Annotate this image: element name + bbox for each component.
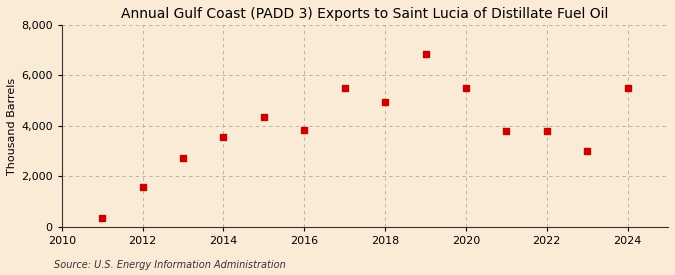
Y-axis label: Thousand Barrels: Thousand Barrels <box>7 77 17 175</box>
Point <box>622 86 633 90</box>
Point <box>340 86 350 90</box>
Point <box>178 155 188 160</box>
Point <box>541 129 552 133</box>
Point <box>218 135 229 139</box>
Title: Annual Gulf Coast (PADD 3) Exports to Saint Lucia of Distillate Fuel Oil: Annual Gulf Coast (PADD 3) Exports to Sa… <box>122 7 609 21</box>
Point <box>582 149 593 153</box>
Point <box>299 128 310 132</box>
Text: Source: U.S. Energy Information Administration: Source: U.S. Energy Information Administ… <box>54 260 286 270</box>
Point <box>137 185 148 189</box>
Point <box>97 216 107 220</box>
Point <box>380 100 391 104</box>
Point <box>259 115 269 119</box>
Point <box>420 52 431 56</box>
Point <box>501 129 512 133</box>
Point <box>460 86 471 90</box>
